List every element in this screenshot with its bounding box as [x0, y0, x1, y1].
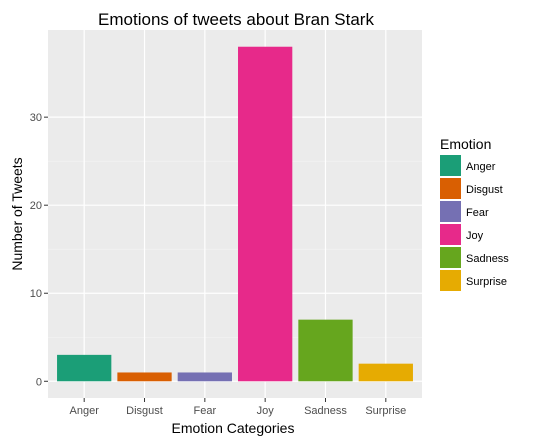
x-tick-label: Anger [70, 405, 100, 417]
legend-title: Emotion [440, 136, 491, 152]
legend: Emotion Anger Disgust Fear Joy Sadness Surpri… [440, 136, 509, 291]
axis-ticks [44, 116, 387, 402]
legend-label-joy: Joy [466, 230, 484, 242]
legend-label-anger: Anger [466, 161, 496, 173]
legend-swatch-fear [440, 201, 461, 222]
legend-label-surprise: Surprise [466, 276, 507, 288]
x-tick-labels: Anger Disgust Fear Joy Sadness Surprise [70, 405, 407, 417]
x-tick-label: Disgust [126, 405, 163, 417]
y-axis-title: Number of Tweets [9, 157, 25, 270]
bar-anger [57, 354, 112, 382]
legend-swatch-surprise [440, 270, 461, 291]
legend-swatch-sadness [440, 247, 461, 268]
bar-disgust [117, 372, 172, 382]
y-tick-labels: 0 10 20 30 [30, 112, 42, 388]
legend-items: Anger Disgust Fear Joy Sadness Surprise [440, 155, 509, 291]
bar-fear [177, 372, 232, 382]
bar-surprise [358, 363, 413, 382]
x-tick-label: Fear [194, 405, 217, 417]
legend-label-disgust: Disgust [466, 184, 503, 196]
legend-swatch-anger [440, 155, 461, 176]
bar-joy [238, 46, 293, 382]
y-tick-label: 10 [30, 288, 42, 300]
legend-swatch-disgust [440, 178, 461, 199]
y-tick-label: 0 [36, 376, 42, 388]
legend-label-sadness: Sadness [466, 253, 509, 265]
y-tick-label: 30 [30, 112, 42, 124]
bars [57, 46, 413, 382]
bar-sadness [298, 319, 353, 382]
legend-swatch-joy [440, 224, 461, 245]
y-tick-label: 20 [30, 200, 42, 212]
minor-gridlines [48, 160, 422, 338]
x-axis-title: Emotion Categories [172, 420, 295, 436]
x-tick-label: Sadness [304, 405, 347, 417]
x-tick-label: Surprise [365, 405, 406, 417]
plot-panel [48, 30, 422, 398]
legend-label-fear: Fear [466, 207, 489, 219]
x-tick-label: Joy [257, 405, 275, 417]
chart-title: Emotions of tweets about Bran Stark [98, 10, 374, 29]
